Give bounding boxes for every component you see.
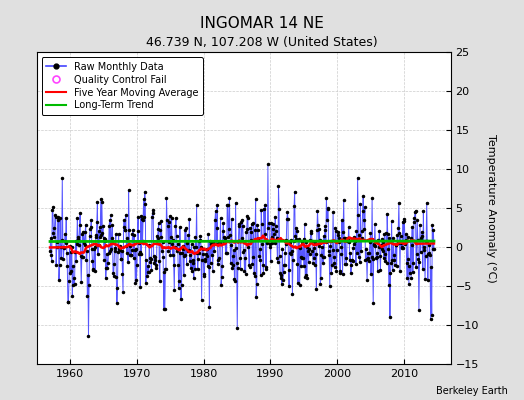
Text: 46.739 N, 107.208 W (United States): 46.739 N, 107.208 W (United States) [146,36,378,49]
Y-axis label: Temperature Anomaly (°C): Temperature Anomaly (°C) [486,134,496,282]
Text: INGOMAR 14 NE: INGOMAR 14 NE [200,16,324,31]
Text: Berkeley Earth: Berkeley Earth [436,386,508,396]
Legend: Raw Monthly Data, Quality Control Fail, Five Year Moving Average, Long-Term Tren: Raw Monthly Data, Quality Control Fail, … [41,57,203,115]
